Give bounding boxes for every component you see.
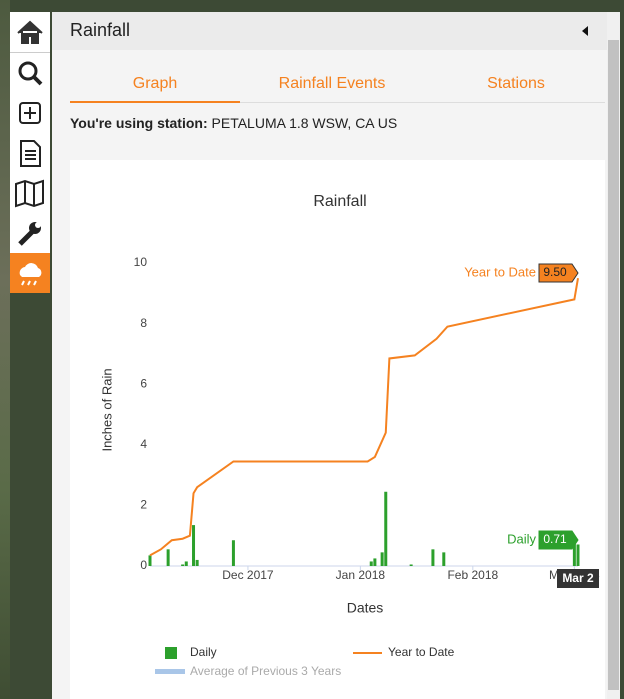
tooltip: Mar 2 — [562, 571, 594, 585]
chart-title: Rainfall — [313, 193, 366, 210]
y-tick-label: 0 — [140, 558, 147, 572]
series-end-name: Year to Date — [464, 264, 536, 279]
y-tick-label: 8 — [140, 316, 147, 330]
page: Rainfall Graph Rainfall Events Stations … — [0, 0, 624, 699]
x-tick-label: Dec 2017 — [222, 568, 274, 582]
bar — [232, 540, 235, 566]
bar — [181, 564, 184, 566]
y-tick-label: 4 — [140, 437, 147, 451]
y-tick-label: 6 — [140, 376, 147, 390]
legend-symbol — [155, 669, 185, 674]
bar — [149, 555, 152, 566]
bar — [167, 549, 170, 566]
data-label: 9.50 — [543, 265, 567, 279]
bar — [384, 492, 387, 566]
x-tick-label: Jan 2018 — [336, 568, 386, 582]
bar — [442, 552, 445, 566]
x-axis-label: Dates — [347, 600, 384, 616]
legend-label[interactable]: Daily — [190, 645, 217, 659]
bar — [577, 544, 580, 566]
chart: Rainfall Dates Inches of Rain 0 2 4 6 8 10 Dec… — [0, 0, 624, 699]
data-label: 0.71 — [543, 532, 567, 546]
bar — [373, 558, 376, 566]
bar — [185, 561, 188, 566]
bar — [370, 561, 373, 566]
bar — [410, 564, 413, 566]
bar — [196, 560, 199, 566]
y-tick-label: 10 — [134, 255, 148, 269]
bar — [381, 552, 384, 566]
x-tick-label: Feb 2018 — [447, 568, 498, 582]
bar — [431, 549, 434, 566]
bar — [192, 525, 195, 566]
series-end-name: Daily — [507, 531, 536, 546]
y-tick-label: 2 — [140, 498, 147, 512]
y-axis-label: Inches of Rain — [99, 368, 114, 451]
legend-symbol — [165, 647, 177, 659]
legend-label[interactable]: Average of Previous 3 Years — [190, 664, 341, 678]
legend-label[interactable]: Year to Date — [388, 645, 455, 659]
line — [150, 278, 578, 555]
